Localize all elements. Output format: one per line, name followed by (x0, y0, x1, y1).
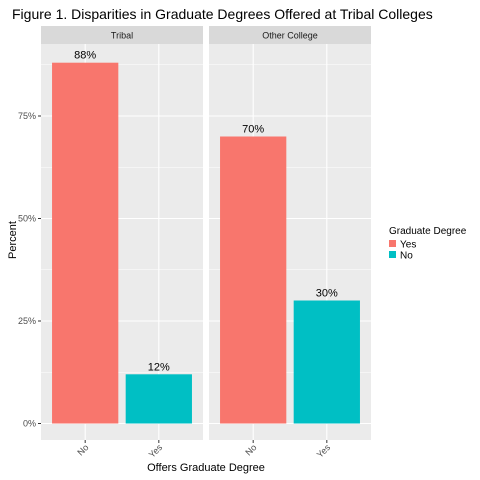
bar-no (52, 62, 119, 424)
facet-strip-label: Tribal (111, 31, 133, 41)
facet-strip (41, 26, 203, 44)
bar-yes (293, 300, 360, 424)
y-tick-label: 75% (18, 111, 36, 121)
legend-label-no: No (400, 251, 413, 262)
bar-value-label: 88% (74, 50, 96, 62)
bar-yes (125, 374, 192, 424)
x-tick-label: No (75, 442, 90, 457)
legend-swatch-yes (389, 240, 396, 247)
bar-no (220, 136, 287, 424)
bar-value-label: 30% (316, 288, 338, 300)
facet-panels: Tribal 88% 12% No Yes Other College 70% 30% No Ye… (41, 26, 371, 460)
y-tick-label: 0% (23, 419, 36, 429)
y-tick-label: 50% (18, 214, 36, 224)
facet-strip-label: Other College (262, 31, 318, 41)
legend-title: Graduate Degree (389, 226, 467, 237)
y-axis-title: Percent (7, 221, 19, 259)
x-tick-label: Yes (147, 442, 165, 460)
bar-value-label: 12% (148, 361, 170, 373)
legend-swatch-no (389, 251, 396, 258)
facet-panel-2: Other College 70% 30% No Yes (209, 26, 371, 460)
facet-strip (209, 26, 371, 44)
chart-title: Figure 1. Disparities in Graduate Degree… (12, 6, 433, 22)
y-tick-label: 25% (18, 316, 36, 326)
x-tick-label: Yes (315, 442, 333, 460)
x-axis-title: Offers Graduate Degree (147, 462, 265, 474)
facet-panel-1: Tribal 88% 12% No Yes (41, 26, 203, 460)
y-axis: 0% 25% 50% 75% (18, 111, 41, 429)
x-tick-label: No (243, 442, 258, 457)
legend-label-yes: Yes (400, 240, 416, 251)
bar-value-label: 70% (242, 124, 264, 136)
